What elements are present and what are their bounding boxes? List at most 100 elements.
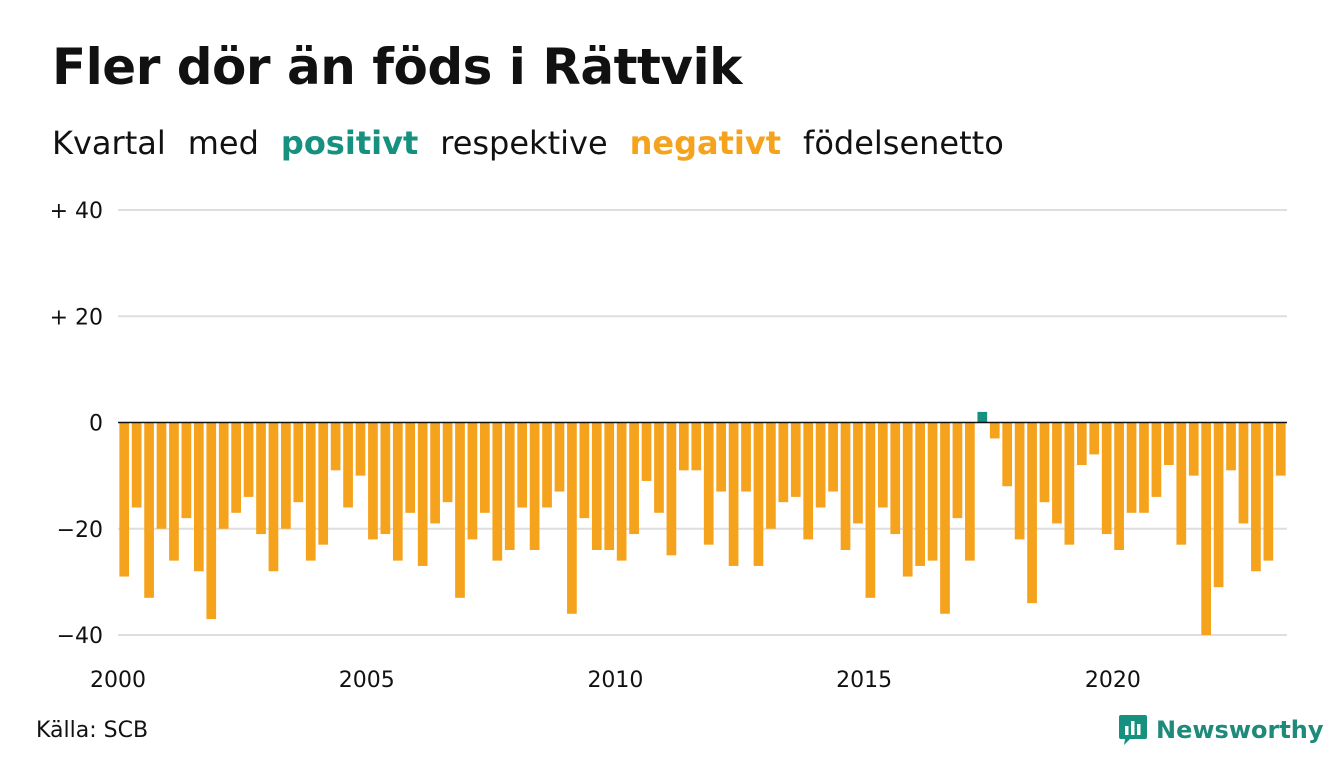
- bar: [1164, 422, 1174, 465]
- bar: [504, 422, 515, 550]
- bar: [1101, 422, 1112, 535]
- bar: [542, 422, 552, 508]
- bar: [119, 422, 130, 577]
- bar: [368, 422, 378, 540]
- bar: [815, 422, 826, 508]
- bar: [579, 422, 590, 519]
- bar: [1052, 422, 1062, 524]
- subtitle-word-birth-net: födelsenetto: [803, 124, 1004, 162]
- bar: [380, 422, 391, 535]
- bar: [293, 422, 304, 503]
- bar: [591, 422, 602, 550]
- axes: + 40 + 20 0 −20 −40 2000 2005 2010 2015 2020: [50, 199, 1287, 693]
- bar: [517, 422, 528, 508]
- bar-chart: + 40 + 20 0 −20 −40 2000 2005 2010 2015 2020: [50, 199, 1287, 693]
- bar: [853, 422, 863, 524]
- bar: [442, 422, 453, 503]
- bar: [778, 422, 789, 503]
- x-tick-label: 2005: [339, 668, 395, 693]
- newsworthy-logo-icon: [1119, 715, 1147, 745]
- bar: [940, 422, 950, 614]
- bar: [1002, 422, 1013, 487]
- bar: [492, 422, 503, 561]
- bar: [305, 422, 316, 561]
- x-tick-label: 2015: [836, 668, 892, 693]
- chart-subtitle: Kvartal med positivt respektive negativt föde…: [52, 124, 1026, 162]
- bar: [828, 422, 838, 492]
- bar: [1176, 422, 1187, 545]
- bar: [355, 422, 366, 476]
- bar: [405, 422, 416, 513]
- bar: [616, 422, 627, 561]
- legend-positive: positivt: [280, 124, 419, 162]
- bar: [1251, 422, 1261, 572]
- bar: [604, 422, 615, 550]
- bar: [877, 422, 888, 508]
- brand-logo: Newsworthy: [1118, 713, 1324, 747]
- bar: [641, 422, 652, 481]
- bar: [654, 422, 664, 513]
- bar: [741, 422, 751, 492]
- bar: [753, 422, 764, 566]
- bar: [256, 422, 266, 535]
- brand-name: Newsworthy: [1156, 716, 1324, 744]
- bar: [206, 422, 217, 620]
- source-note: Källa: SCB: [36, 718, 149, 743]
- bar: [480, 422, 490, 513]
- bar: [1213, 422, 1224, 588]
- bar: [1263, 422, 1274, 561]
- x-tick-label: 2000: [90, 668, 146, 693]
- legend-negative: negativt: [629, 124, 782, 162]
- bar: [1064, 422, 1075, 545]
- bar: [927, 422, 938, 561]
- bar: [243, 422, 254, 497]
- bar: [417, 422, 428, 566]
- bar: [766, 422, 776, 529]
- bar: [1201, 422, 1212, 635]
- subtitle-word-respectively: respektive: [440, 124, 608, 162]
- bar: [703, 422, 714, 545]
- bar: [567, 422, 577, 614]
- bar: [952, 422, 963, 519]
- bar: [330, 422, 341, 471]
- y-tick-label: −20: [57, 518, 103, 543]
- bar: [1226, 422, 1236, 471]
- bar: [554, 422, 565, 492]
- y-tick-label: −40: [57, 624, 103, 649]
- bar: [1238, 422, 1249, 524]
- bar: [803, 422, 814, 540]
- bar: [131, 422, 142, 508]
- bar: [1151, 422, 1162, 497]
- bar: [1114, 422, 1124, 550]
- bar: [840, 422, 851, 550]
- bar: [902, 422, 913, 577]
- bar: [977, 411, 988, 423]
- bar: [156, 422, 167, 529]
- y-tick-label: + 20: [50, 305, 103, 330]
- bar: [1126, 422, 1137, 513]
- bar: [1089, 422, 1100, 455]
- bar: [529, 422, 540, 550]
- bar: [629, 422, 639, 535]
- bar: [965, 422, 975, 561]
- bar: [455, 422, 465, 598]
- chart-title: Fler dör än föds i Rättvik: [52, 38, 742, 96]
- bar: [343, 422, 353, 508]
- bar: [989, 422, 1000, 439]
- bar: [1275, 422, 1286, 476]
- bar: [231, 422, 241, 513]
- bar: [181, 422, 192, 519]
- bar: [144, 422, 154, 598]
- bar: [268, 422, 279, 572]
- bar: [679, 422, 689, 471]
- bar: [218, 422, 229, 529]
- bar: [890, 422, 901, 535]
- bar: [1076, 422, 1087, 465]
- bar: [728, 422, 739, 566]
- y-tick-label: 0: [89, 412, 103, 437]
- subtitle-word-with: med: [187, 124, 259, 162]
- x-tick-label: 2010: [587, 668, 643, 693]
- bar: [1139, 422, 1149, 513]
- bar: [865, 422, 876, 598]
- bar: [467, 422, 478, 540]
